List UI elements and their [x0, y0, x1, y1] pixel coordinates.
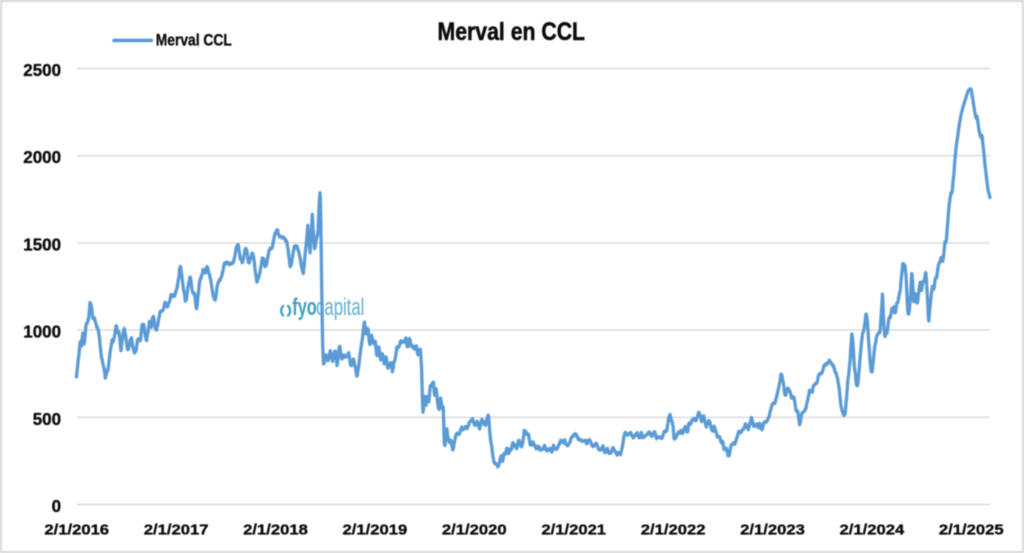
svg-text:500: 500 [33, 409, 61, 429]
svg-text:Merval CCL: Merval CCL [156, 31, 232, 50]
svg-text:2000: 2000 [23, 147, 61, 167]
svg-text:2/1/2024: 2/1/2024 [840, 522, 905, 538]
svg-text:2/1/2023: 2/1/2023 [740, 522, 805, 538]
svg-text:1500: 1500 [23, 234, 61, 254]
svg-text:2500: 2500 [23, 60, 61, 80]
svg-text:2/1/2022: 2/1/2022 [641, 522, 706, 538]
svg-text:2/1/2025: 2/1/2025 [939, 522, 1004, 538]
svg-text:1000: 1000 [23, 321, 61, 341]
svg-text:2/1/2017: 2/1/2017 [144, 522, 209, 538]
svg-text:capital: capital [316, 294, 364, 321]
svg-text:2/1/2020: 2/1/2020 [442, 522, 507, 538]
svg-text:fyo: fyo [292, 294, 316, 321]
svg-text:0: 0 [52, 496, 61, 516]
svg-text:Merval en CCL: Merval en CCL [438, 17, 586, 45]
svg-text:2/1/2016: 2/1/2016 [44, 522, 109, 538]
svg-text:2/1/2019: 2/1/2019 [343, 522, 408, 538]
svg-text:2/1/2018: 2/1/2018 [243, 522, 308, 538]
svg-text:2/1/2021: 2/1/2021 [541, 522, 606, 538]
